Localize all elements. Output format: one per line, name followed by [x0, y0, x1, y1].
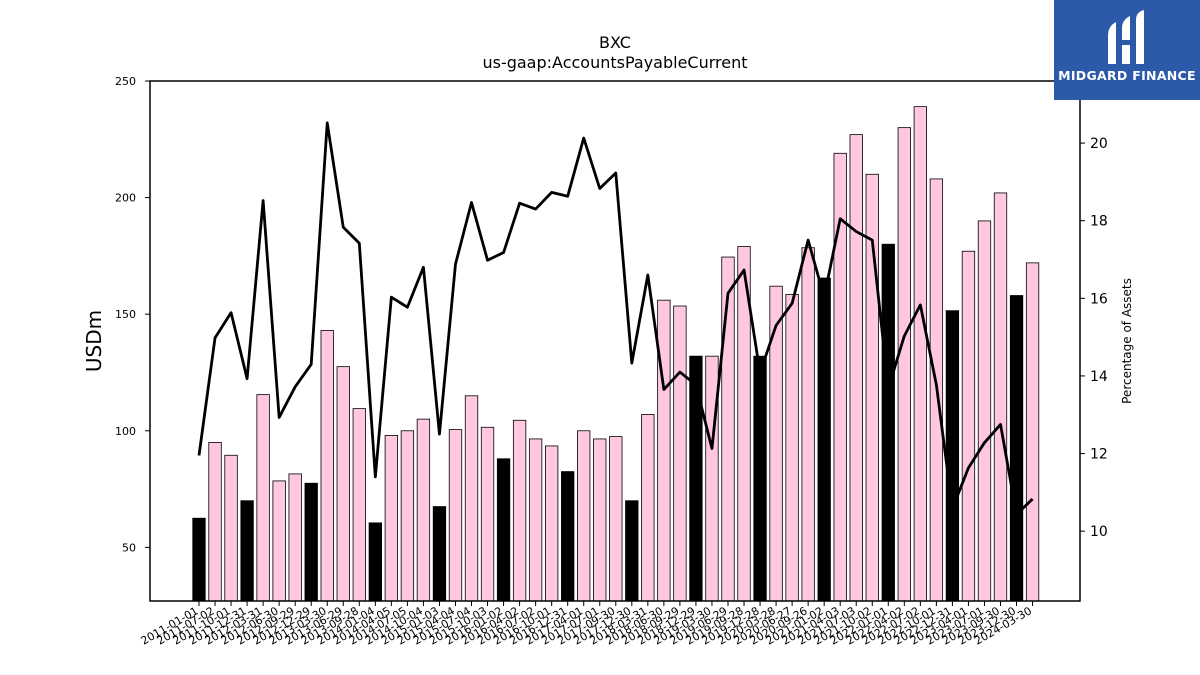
bar-2018-12-29	[689, 355, 703, 602]
y2-axis-label: Percentage of Assets	[1120, 278, 1134, 404]
bar-2011-12-31	[240, 500, 254, 602]
bar-2022-04-02	[897, 127, 911, 602]
bar-2023-12-30	[1009, 295, 1024, 602]
plot-frame	[149, 80, 1081, 602]
bar-2022-12-31	[945, 310, 960, 602]
y-axis-left: 50 100 150 200 250	[115, 75, 150, 554]
bar-2021-01-02	[817, 277, 831, 602]
bar-2017-04-01	[577, 430, 591, 602]
bar-2022-07-02	[913, 106, 927, 602]
y-axis-label: USDm	[82, 310, 106, 372]
bar-2013-03-30	[320, 330, 334, 602]
chart-subtitle: us-gaap:AccountsPayableCurrent	[482, 53, 747, 72]
bar-2012-12-29	[304, 482, 318, 602]
bar-2016-12-31	[561, 471, 575, 602]
bar-2018-06-30	[657, 299, 671, 602]
y2-tick-label: 12	[1090, 447, 1108, 463]
bar-2011-10-01	[224, 454, 238, 602]
y2-tick-label: 18	[1090, 214, 1108, 230]
y-tick-label: 200	[115, 192, 136, 205]
bar-2013-09-28	[352, 408, 366, 602]
bar-2023-07-01	[977, 220, 992, 602]
bar-2014-07-05	[400, 430, 415, 602]
bar-2016-10-01	[545, 445, 559, 602]
y2-tick-label: 20	[1090, 136, 1108, 152]
bar-2016-07-02	[528, 438, 543, 602]
x-axis: 2011-01-012011-07-022011-10-012011-12-31…	[139, 601, 1034, 648]
bar-2023-09-30	[993, 192, 1008, 602]
bar-2018-09-29	[673, 305, 687, 602]
chart-title: BXC	[599, 33, 631, 52]
bar-2016-01-02	[496, 458, 511, 602]
y-tick-label: 150	[115, 308, 136, 321]
bar-2014-04-05	[384, 435, 399, 602]
y-axis-right: 10 12 14 16 18 20	[1080, 136, 1108, 540]
line-percentage-of-assets	[197, 121, 1034, 516]
y-tick-label: 50	[122, 541, 136, 554]
bar-2022-01-01	[881, 243, 895, 602]
line-series	[197, 121, 1034, 516]
bar-2011-01-01	[192, 517, 206, 602]
bar-2019-12-28	[753, 355, 767, 602]
bar-2015-01-03	[432, 506, 447, 602]
bar-2020-09-26	[801, 247, 815, 602]
y-tick-label: 100	[115, 425, 136, 438]
bar-2015-10-03	[480, 426, 495, 602]
bar-2012-09-29	[288, 473, 302, 602]
bar-2017-09-30	[609, 436, 623, 602]
bar-2012-06-30	[272, 480, 286, 602]
bar-2019-06-29	[721, 256, 735, 602]
y2-tick-label: 14	[1090, 369, 1108, 385]
bar-2011-07-02	[208, 442, 222, 602]
bar-2015-04-04	[448, 429, 463, 602]
bar-2017-07-01	[593, 438, 607, 602]
y-tick-label: 250	[115, 75, 136, 88]
bar-2012-03-31	[256, 394, 270, 602]
brand-name: MIDGARD FINANCE	[1058, 68, 1196, 83]
bar-2018-03-31	[641, 414, 655, 602]
bar-2014-10-04	[416, 418, 431, 602]
y2-tick-label: 10	[1090, 524, 1108, 540]
brand-logo: MIDGARD FINANCE	[1054, 0, 1200, 100]
bar-2020-06-27	[785, 293, 799, 602]
bar-2014-01-04	[368, 522, 382, 602]
midgard-logo-icon	[1108, 10, 1144, 64]
bar-2021-07-03	[849, 134, 863, 602]
bar-2023-04-01	[961, 250, 976, 602]
bar-2013-06-29	[336, 366, 350, 602]
bar-2015-07-04	[464, 395, 479, 602]
bar-2016-04-02	[512, 419, 527, 602]
bar-2020-03-28	[769, 285, 783, 602]
bar-2017-12-30	[625, 500, 639, 602]
bar-2024-03-30	[1025, 262, 1040, 602]
y2-tick-label: 16	[1090, 291, 1108, 307]
